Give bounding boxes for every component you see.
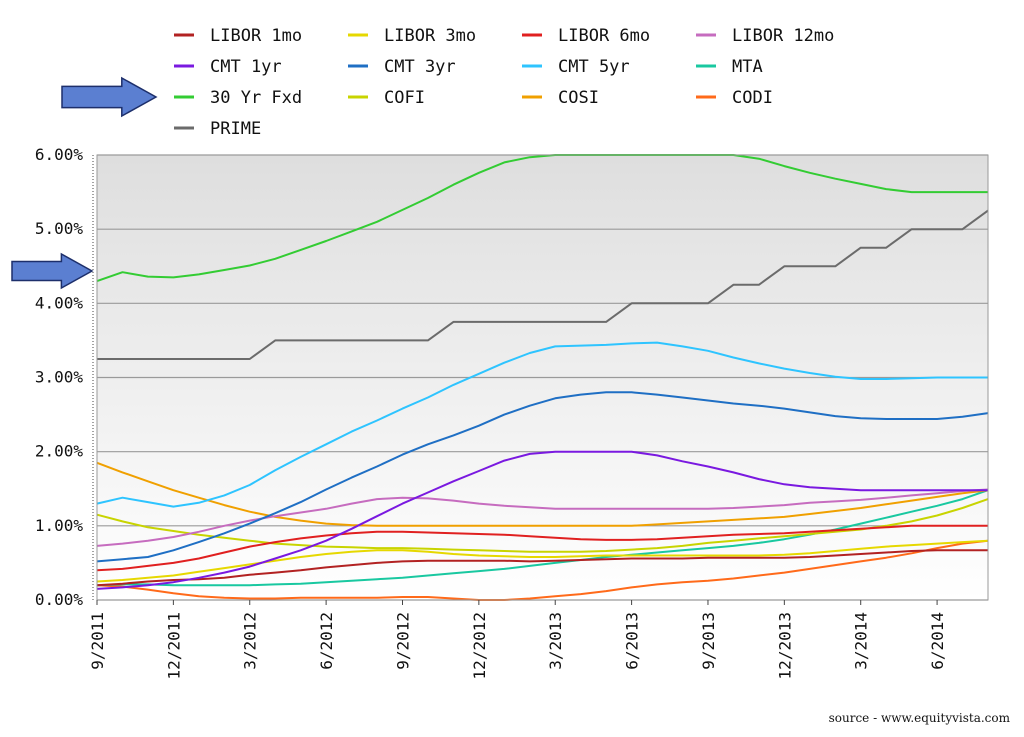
legend-label: LIBOR 12mo bbox=[732, 26, 834, 46]
y-tick-label: 4.00% bbox=[35, 293, 84, 312]
series-line-cosi bbox=[96, 461, 989, 527]
series-line-cmt-3yr bbox=[96, 391, 989, 563]
x-tick-label: 3/2013 bbox=[546, 612, 565, 670]
y-tick-label: 5.00% bbox=[35, 219, 84, 238]
series-line-libor-6mo bbox=[96, 524, 988, 572]
axis-arrow-icon bbox=[11, 252, 94, 290]
plot-area bbox=[96, 154, 989, 601]
y-tick-label: 3.00% bbox=[35, 368, 84, 387]
source-credit: source - www.equityvista.com bbox=[829, 711, 1011, 725]
series-line-mta bbox=[96, 489, 989, 587]
series-line-codi bbox=[96, 539, 989, 601]
x-tick-label: 12/2012 bbox=[470, 612, 489, 679]
x-tick-label: 6/2013 bbox=[623, 612, 642, 670]
y-axis: 0.00% 1.00% 2.00% 3.00% 4.00% 5.00% 6.00% bbox=[35, 145, 94, 609]
series-line-cmt-1yr bbox=[96, 450, 988, 590]
y-tick-label: 0.00% bbox=[35, 590, 84, 609]
y-tick-label: 1.00% bbox=[35, 516, 84, 535]
legend-label: CMT 3yr bbox=[384, 57, 456, 77]
legend-label: CMT 1yr bbox=[210, 57, 282, 77]
x-tick-label: 3/2014 bbox=[852, 612, 871, 670]
legend-label: LIBOR 1mo bbox=[210, 26, 302, 46]
x-tick-label: 3/2012 bbox=[241, 612, 260, 670]
y-tick-label: 6.00% bbox=[35, 145, 84, 164]
x-tick-label: 9/2012 bbox=[393, 612, 412, 670]
x-tick-label: 12/2013 bbox=[775, 612, 794, 679]
x-tick-label: 9/2013 bbox=[699, 612, 718, 670]
legend-label: COSI bbox=[558, 88, 599, 108]
series-line-prime bbox=[97, 209, 989, 360]
legend-label: 30 Yr Fxd bbox=[210, 88, 302, 108]
series-line-libor-1mo bbox=[96, 549, 988, 587]
legend-label: MTA bbox=[732, 57, 763, 77]
series-line-cofi bbox=[96, 498, 989, 553]
x-tick-label: 9/2011 bbox=[88, 612, 107, 670]
legend-arrow-icon bbox=[61, 76, 158, 118]
legend-label: CODI bbox=[732, 88, 773, 108]
plot-frame bbox=[96, 154, 989, 601]
legend-label: PRIME bbox=[210, 119, 261, 139]
legend-label: LIBOR 3mo bbox=[384, 26, 476, 46]
y-tick-label: 2.00% bbox=[35, 442, 84, 461]
legend-label: CMT 5yr bbox=[558, 57, 630, 77]
series-line-libor-12mo bbox=[96, 488, 989, 547]
x-axis: 9/2011 12/2011 3/2012 6/2012 9/2012 12/2012 3/… bbox=[88, 600, 947, 679]
legend-label: LIBOR 6mo bbox=[558, 26, 650, 46]
series-line-30-yr-fxd bbox=[96, 154, 988, 283]
series-line-libor-3mo bbox=[96, 539, 989, 583]
x-tick-label: 12/2011 bbox=[164, 612, 183, 679]
series-lines bbox=[96, 154, 989, 601]
legend-label: COFI bbox=[384, 88, 425, 108]
series-line-cmt-5yr bbox=[96, 341, 988, 508]
x-tick-label: 6/2012 bbox=[317, 612, 336, 670]
arrow-annotations bbox=[11, 76, 158, 290]
legend: LIBOR 1mo LIBOR 3mo LIBOR 6mo LIBOR 12mo CMT… bbox=[174, 26, 834, 139]
x-tick-label: 6/2014 bbox=[928, 612, 947, 670]
